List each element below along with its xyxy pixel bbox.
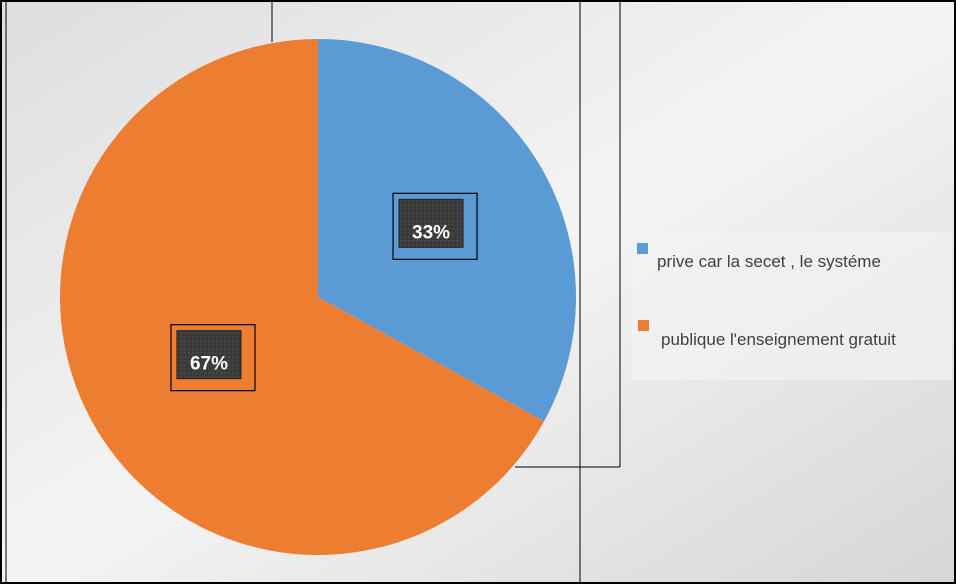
label-box: [398, 198, 464, 248]
label-outline: [170, 324, 256, 392]
pie: 33% 67%: [60, 39, 576, 555]
label-box: [176, 330, 242, 380]
legend-swatch: [637, 243, 648, 254]
data-label: 67%: [190, 354, 228, 375]
label-outline: [392, 192, 478, 260]
data-label: 33%: [412, 222, 450, 243]
legend-label: publique l'enseignement gratuit: [661, 330, 896, 349]
legend-box: [632, 232, 952, 380]
pie-slice: [60, 39, 545, 555]
legend-label: prive car la secet , le systéme: [657, 252, 881, 271]
legend-swatch: [638, 320, 649, 331]
